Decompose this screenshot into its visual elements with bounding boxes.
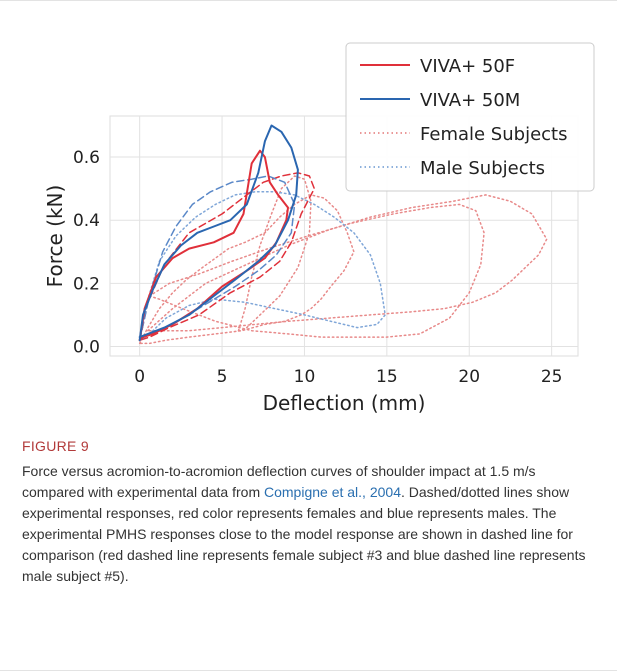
figure-label: FIGURE 9 [22,438,89,454]
x-tick-label: 20 [458,367,480,387]
series-line-dashed [138,172,316,341]
legend: VIVA+ 50F VIVA+ 50M Female Subjects Male Su… [345,42,595,192]
y-tick-label: 0.4 [73,211,100,231]
series-line-dotted [147,194,548,332]
x-tick-label: 25 [541,367,563,387]
curves [138,124,548,345]
y-axis-label: Force (kN) [43,185,67,288]
x-tick-label: 15 [376,367,398,387]
series-line-dotted [237,175,312,332]
x-tick-label: 0 [134,367,145,387]
grid [110,116,578,356]
legend-entry: VIVA+ 50F [420,56,515,77]
x-tick-label: 5 [217,367,228,387]
citation-link[interactable]: Compigne et al., 2004 [264,484,401,500]
series-line-dotted [138,194,355,345]
caption-text-start: Force versus acromion-to-acromion deflec… [22,463,536,500]
series-line-dotted [148,203,485,338]
legend-box [345,42,595,192]
legend-entry: Female Subjects [420,124,567,145]
chart: 0 5 10 15 20 25 0.00.20.40.6 Deflection (mm) … [43,42,595,415]
x-tick-labels: 0 5 10 15 20 25 [134,367,562,387]
legend-entry: Male Subjects [420,158,545,179]
y-tick-labels: 0.0 0.2 0.4 0.6 [73,148,100,357]
y-tick-label: 0.0 [73,338,100,358]
x-axis-label: Deflection (mm) [263,391,426,415]
caption-text-end: . Dashed/dotted lines show experimental … [22,484,586,584]
y-tick-label: 0.6 [73,148,100,168]
series-line-solid [138,124,299,342]
y-tick-label: 0.2 [73,274,100,294]
x-tick-label: 10 [294,367,316,387]
series-line-dotted [138,191,386,341]
legend-entry: VIVA+ 50M [420,90,520,111]
figure-caption: Force versus acromion-to-acromion deflec… [22,461,600,587]
